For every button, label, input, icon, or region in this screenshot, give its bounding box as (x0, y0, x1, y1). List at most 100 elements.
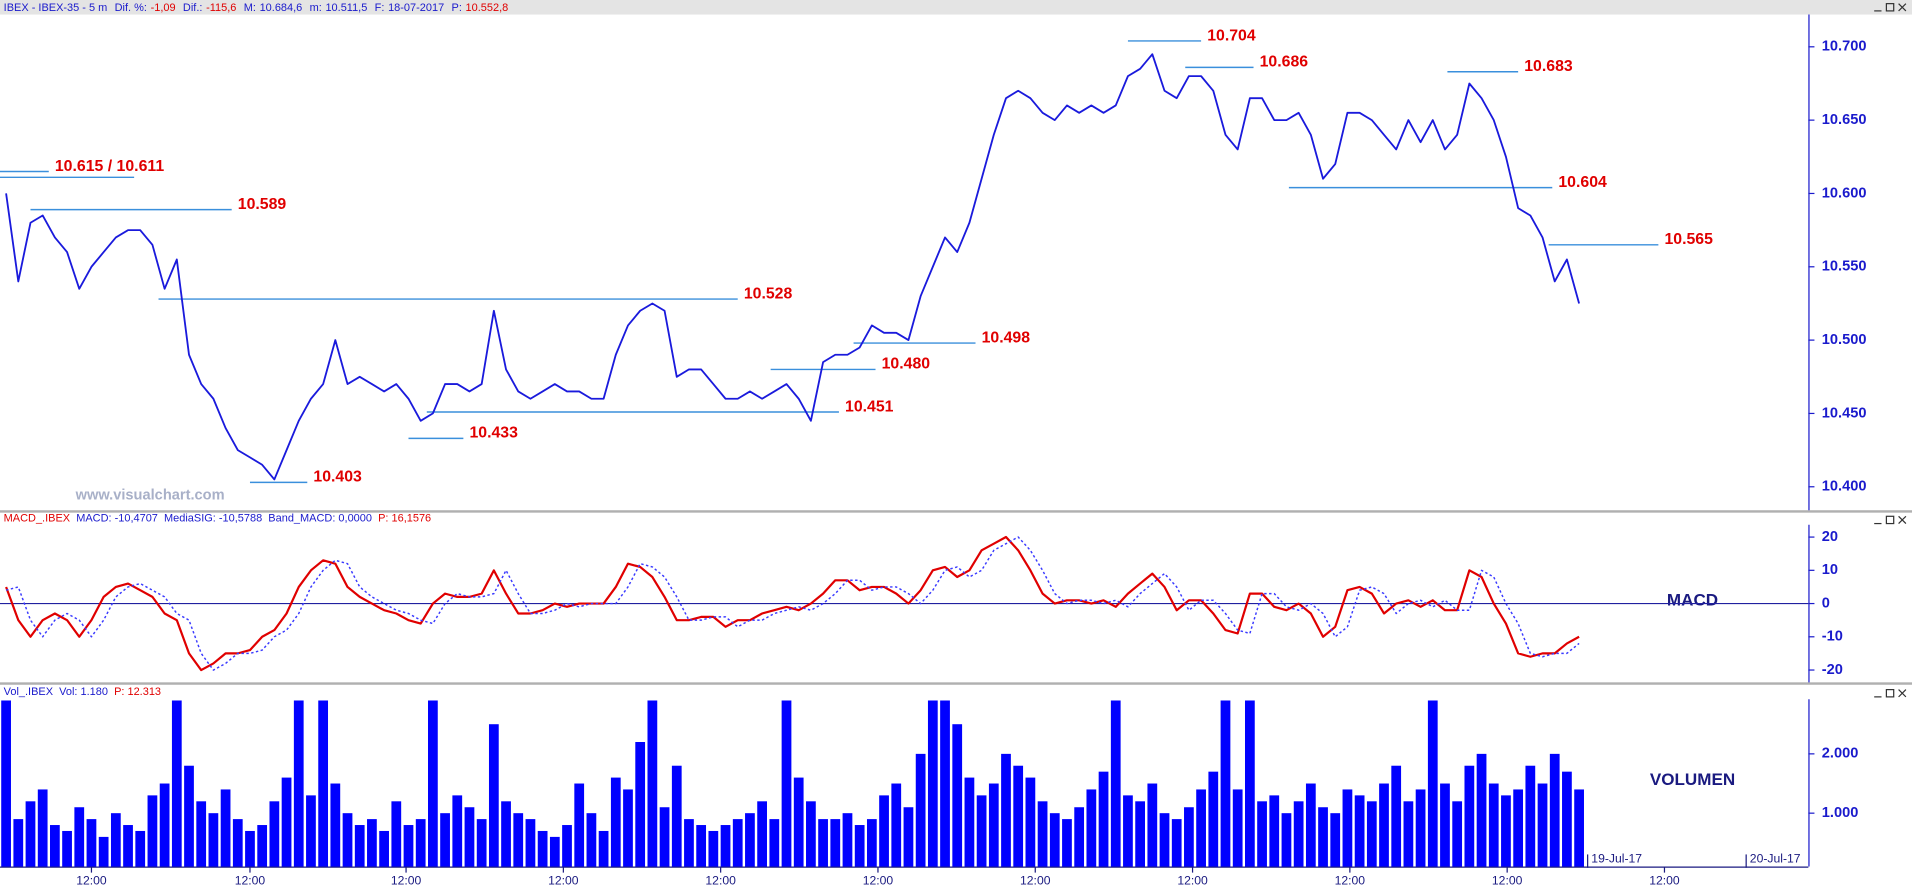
volume-bar (1269, 795, 1280, 867)
volume-bar (110, 813, 121, 867)
volume-bar (501, 801, 511, 867)
volume-bar (988, 783, 999, 867)
panel-header-item: MACD: -10,4707 (76, 513, 158, 525)
volume-bar (1415, 789, 1426, 867)
volume-bar (1, 700, 11, 867)
volume-bar (1318, 807, 1328, 867)
volume-bar (1476, 753, 1487, 867)
y-tick-label: 10.500 (1822, 332, 1867, 348)
window-buttons[interactable] (1874, 3, 1907, 698)
volume-bar (1574, 789, 1584, 867)
volume-bar (281, 777, 292, 867)
volume-bar (1562, 771, 1572, 867)
volume-bar (1305, 783, 1316, 867)
volume-bar (525, 819, 536, 867)
volume-bar (696, 825, 707, 867)
volume-bar (147, 795, 158, 867)
volume-bar (1440, 783, 1450, 867)
level-label: 10.451 (845, 398, 894, 415)
volume-bar (159, 783, 170, 867)
volume-bar (354, 825, 365, 867)
y-tick-label: -10 (1822, 629, 1843, 645)
volume-bar (74, 807, 85, 867)
volume-bar (745, 813, 755, 867)
volume-bar (1025, 777, 1036, 867)
panel-header-item: Vol_.IBEX (4, 686, 54, 698)
panel-header: MACD_.IBEX MACD: -10,4707 MediaSIG: -10,57… (4, 513, 432, 525)
volume-bar (842, 813, 853, 867)
volume-bar (1366, 801, 1377, 867)
volume-bar (940, 700, 950, 867)
x-tick-label: 12:00 (548, 873, 579, 887)
volume-bar (1159, 813, 1170, 867)
x-tick-label: 12:00 (76, 873, 107, 887)
volume-bar (1013, 765, 1024, 867)
volume-bar (391, 801, 402, 867)
field-label: Dif.: (183, 2, 203, 14)
volume-bar (1452, 801, 1463, 867)
volume-bar (403, 825, 414, 867)
volume-bar (184, 765, 194, 867)
y-tick-label: 10.450 (1822, 405, 1867, 421)
level-label: 10.615 / 10.611 (55, 158, 164, 175)
volume-bar (1427, 700, 1438, 867)
volume-bar (1330, 813, 1341, 867)
panel-header-item: P: 16,1576 (378, 513, 431, 525)
volume-bar (13, 819, 24, 867)
volume-bar (86, 819, 97, 867)
volume-bar (1379, 783, 1389, 867)
volume-bar (647, 700, 658, 867)
volume-bar (818, 819, 828, 867)
volume-bar (1549, 753, 1560, 867)
indicator-line (5, 536, 1580, 671)
level-label: 10.604 (1558, 174, 1607, 191)
volume-bar (379, 830, 389, 867)
volume-bar (367, 819, 377, 867)
price-line (5, 53, 1580, 481)
volume-bar (1196, 789, 1206, 867)
field-label: Dif. %: (115, 2, 147, 14)
watermark: www.visualchart.com (75, 488, 225, 504)
volume-bar (62, 830, 72, 867)
level-label: 10.480 (882, 356, 931, 373)
volume-bar (903, 807, 914, 867)
field-value: 10.552,8 (466, 2, 509, 14)
volume-bar (1049, 813, 1060, 867)
y-tick-label: 10.550 (1822, 259, 1867, 275)
field-label: P: (452, 2, 462, 14)
field-value: 10.511,5 (325, 2, 367, 14)
y-tick-label: 10 (1822, 562, 1838, 578)
x-tick-label: 12:00 (1020, 873, 1051, 887)
volume-bar (452, 795, 463, 867)
volume-bar (1086, 789, 1097, 867)
x-tick-label: 12:00 (235, 873, 266, 887)
volume-bar (623, 789, 633, 867)
volume-bar (1464, 765, 1475, 867)
level-label: 10.686 (1260, 54, 1309, 71)
x-tick-label: 12:00 (863, 873, 894, 887)
volume-bar (257, 825, 268, 867)
volume-bar (1123, 795, 1133, 867)
volume-bar (171, 700, 182, 867)
volume-bar (793, 777, 804, 867)
volume-bar (1135, 801, 1146, 867)
level-label: 10.683 (1524, 58, 1573, 75)
field-label: m: (310, 2, 322, 14)
date-tick-label: 20-Jul-17 (1750, 852, 1801, 866)
volume-bar (1244, 700, 1255, 867)
field-value: -1,09 (151, 2, 176, 14)
volume-bar (1391, 765, 1402, 867)
volume-bar (586, 813, 597, 867)
volume-bar (915, 753, 926, 867)
volume-bar (464, 807, 475, 867)
volume-bar (866, 819, 877, 867)
level-label: 10.433 (469, 425, 518, 442)
volume-bar (757, 801, 767, 867)
volume-bar (232, 819, 243, 867)
volume-bar (830, 819, 841, 867)
volume-bar (330, 783, 341, 867)
volume-bar (342, 813, 353, 867)
volume-bar (598, 830, 609, 867)
volume-bar (806, 801, 816, 867)
